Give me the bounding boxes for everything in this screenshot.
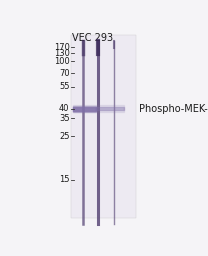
Text: 15: 15: [59, 175, 69, 184]
Text: Phospho-MEK-2 (T394): Phospho-MEK-2 (T394): [139, 104, 208, 114]
Text: 70: 70: [59, 69, 69, 78]
Bar: [71, 35, 136, 218]
Text: 25: 25: [59, 132, 69, 141]
Text: 35: 35: [59, 114, 69, 123]
Text: 55: 55: [59, 82, 69, 91]
Text: VEC 293: VEC 293: [72, 33, 113, 43]
Text: 130: 130: [54, 49, 69, 58]
Text: 170: 170: [54, 43, 69, 52]
Text: 40: 40: [59, 104, 69, 113]
Text: 100: 100: [54, 57, 69, 66]
